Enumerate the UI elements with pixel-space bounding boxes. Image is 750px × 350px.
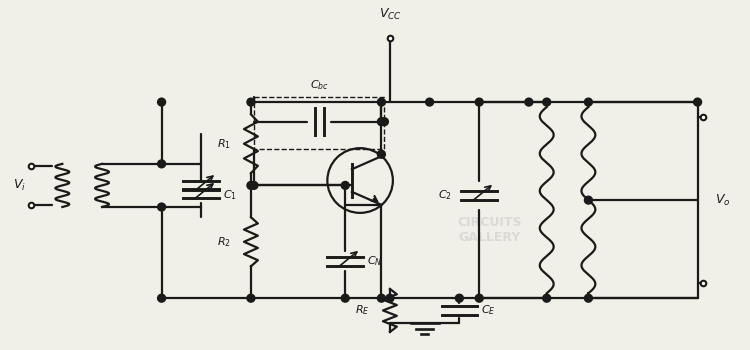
Circle shape	[247, 182, 255, 189]
Circle shape	[377, 98, 386, 106]
Circle shape	[584, 294, 592, 302]
Circle shape	[247, 98, 255, 106]
Circle shape	[158, 294, 166, 302]
Circle shape	[247, 294, 255, 302]
Circle shape	[584, 196, 592, 204]
Circle shape	[158, 98, 166, 106]
Text: $V_i$: $V_i$	[13, 178, 26, 193]
Text: $V_{CC}$: $V_{CC}$	[379, 7, 401, 22]
Text: $C_E$: $C_E$	[482, 303, 496, 317]
Text: $C_2$: $C_2$	[437, 188, 452, 202]
Circle shape	[158, 160, 166, 168]
Circle shape	[158, 203, 166, 211]
Text: $R_1$: $R_1$	[217, 137, 231, 150]
Circle shape	[386, 294, 394, 302]
Text: $C_{bc}$: $C_{bc}$	[310, 78, 328, 92]
Text: $R_E$: $R_E$	[356, 303, 370, 317]
Circle shape	[341, 182, 350, 189]
Circle shape	[377, 118, 386, 126]
Circle shape	[250, 182, 258, 189]
Circle shape	[425, 98, 433, 106]
Text: $C_1$: $C_1$	[224, 188, 237, 202]
Circle shape	[377, 294, 386, 302]
Circle shape	[584, 98, 592, 106]
Circle shape	[377, 150, 386, 158]
Circle shape	[543, 294, 550, 302]
Text: $R_2$: $R_2$	[217, 235, 231, 249]
Circle shape	[380, 118, 388, 126]
Text: $C_N$: $C_N$	[367, 254, 382, 268]
Text: $V_o$: $V_o$	[716, 193, 731, 208]
Circle shape	[525, 98, 532, 106]
Circle shape	[476, 294, 483, 302]
Circle shape	[476, 98, 483, 106]
Circle shape	[694, 98, 701, 106]
Circle shape	[543, 98, 550, 106]
Circle shape	[341, 294, 350, 302]
Text: CIRCUITS
GALLERY: CIRCUITS GALLERY	[457, 216, 521, 244]
Circle shape	[455, 294, 464, 302]
